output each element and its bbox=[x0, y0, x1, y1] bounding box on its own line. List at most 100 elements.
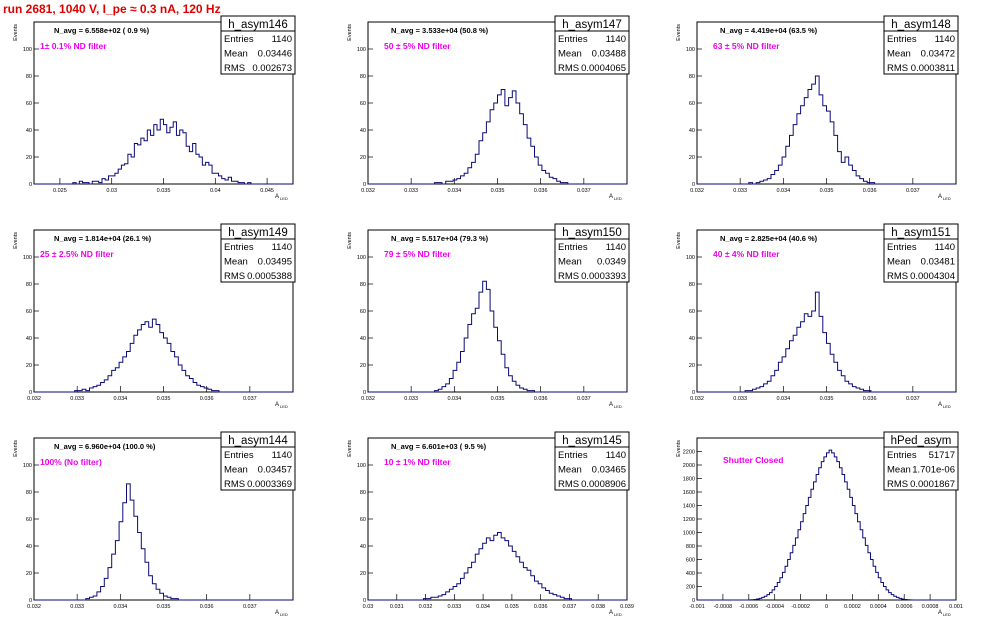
x-tick-label: 0.001 bbox=[949, 604, 963, 610]
histogram-series bbox=[368, 89, 627, 185]
y-tick-label: 40 bbox=[689, 336, 695, 342]
y-tick-label: 60 bbox=[26, 517, 32, 523]
stats-title: h_asym145 bbox=[562, 435, 621, 447]
y-tick-label: 40 bbox=[360, 544, 366, 550]
x-axis-label: A bbox=[938, 402, 942, 408]
x-tick-label: -0.0002 bbox=[791, 604, 810, 610]
x-tick-label: 0.034 bbox=[776, 396, 790, 402]
y-tick-label: 60 bbox=[360, 101, 366, 107]
stats-label: RMS bbox=[887, 271, 908, 282]
histogram-panel: 0 20 40 60 80 100 0.032 0.033 0.034 0.035 0.036 0.0… bbox=[676, 15, 959, 201]
stats-label: Mean bbox=[558, 257, 582, 268]
x-tick-label: 0.035 bbox=[157, 604, 171, 610]
histogram-panel: 0 20 40 60 80 100 0.032 0.033 0.034 0.035 0.036 0.0… bbox=[347, 15, 630, 201]
y-tick-label: 80 bbox=[689, 74, 695, 80]
x-tick-label: 0.03 bbox=[106, 188, 117, 194]
x-axis-label-sub: LED bbox=[943, 612, 951, 617]
y-tick-label: 1800 bbox=[683, 477, 695, 483]
stats-title: h_asym148 bbox=[891, 19, 950, 31]
x-tick-label: 0.033 bbox=[70, 396, 84, 402]
page-title: run 2681, 1040 V, I_pe ≈ 0.3 nA, 120 Hz bbox=[3, 2, 221, 16]
y-axis-label: Events bbox=[347, 24, 353, 41]
histogram-panel: 0 20 40 60 80 100 0.025 0.03 0.035 0.04 0.045 Event… bbox=[13, 15, 296, 201]
x-tick-label: 0.032 bbox=[690, 396, 704, 402]
x-tick-label: 0.034 bbox=[476, 604, 490, 610]
y-tick-label: 80 bbox=[360, 490, 366, 496]
x-axis-label-sub: LED bbox=[280, 612, 288, 617]
y-tick-label: 20 bbox=[689, 363, 695, 369]
stats-value: 0.0003393 bbox=[581, 271, 626, 282]
y-tick-label: 40 bbox=[26, 544, 32, 550]
stats-value: 0.03488 bbox=[592, 49, 626, 60]
x-tick-label: 0.036 bbox=[534, 396, 548, 402]
stats-title: h_asym150 bbox=[562, 227, 621, 239]
filter-annotation: 25 ± 2.5% ND filter bbox=[40, 249, 114, 259]
x-tick-label: 0.032 bbox=[361, 188, 375, 194]
x-axis-label-sub: LED bbox=[943, 196, 951, 201]
x-axis-label: A bbox=[938, 610, 942, 616]
histogram-series bbox=[368, 280, 627, 393]
stats-title: hPed_asym bbox=[891, 435, 952, 447]
x-axis-label-sub: LED bbox=[943, 404, 951, 409]
navg-label: N_avg = 6.960e+04 (100.0 %) bbox=[54, 442, 156, 451]
y-tick-label: 20 bbox=[26, 363, 32, 369]
y-tick-label: 60 bbox=[360, 517, 366, 523]
stats-label: Mean bbox=[224, 257, 248, 268]
y-tick-label: 100 bbox=[23, 255, 32, 261]
y-tick-label: 80 bbox=[360, 74, 366, 80]
y-tick-label: 20 bbox=[360, 155, 366, 161]
stats-box bbox=[220, 223, 296, 283]
x-axis-label: A bbox=[609, 402, 613, 408]
x-tick-label: 0.037 bbox=[563, 604, 577, 610]
y-tick-label: 60 bbox=[360, 309, 366, 315]
y-axis-label: Events bbox=[13, 440, 19, 457]
histogram-series bbox=[697, 75, 956, 185]
stats-value: 1140 bbox=[272, 450, 292, 461]
y-tick-label: 40 bbox=[26, 336, 32, 342]
x-tick-label: 0.031 bbox=[390, 604, 404, 610]
x-tick-label: 0.037 bbox=[243, 604, 257, 610]
x-tick-label: 0.035 bbox=[491, 188, 505, 194]
stats-label: Entries bbox=[887, 34, 917, 45]
x-tick-label: -0.0004 bbox=[765, 604, 784, 610]
stats-label: Entries bbox=[558, 242, 588, 253]
y-tick-label: 100 bbox=[357, 255, 366, 261]
histogram-panel: 0 20 40 60 80 100 0.032 0.033 0.034 0.035 0.036 0.0… bbox=[13, 223, 296, 409]
navg-label: N_avg = 3.533e+04 (50.8 %) bbox=[391, 26, 489, 35]
x-axis-label: A bbox=[938, 194, 942, 200]
y-tick-label: 20 bbox=[689, 155, 695, 161]
stats-value: 0.0008906 bbox=[581, 479, 626, 490]
navg-label: N_avg = 6.558e+02 ( 0.9 %) bbox=[54, 26, 150, 35]
y-tick-label: 1600 bbox=[683, 490, 695, 496]
stats-label: RMS bbox=[558, 479, 579, 490]
x-tick-label: 0.037 bbox=[577, 188, 591, 194]
y-axis-label: Events bbox=[676, 232, 682, 249]
x-tick-label: 0.037 bbox=[577, 396, 591, 402]
y-tick-label: 800 bbox=[686, 544, 695, 550]
y-tick-label: 0 bbox=[692, 390, 695, 396]
x-tick-label: 0.025 bbox=[53, 188, 67, 194]
histogram-panel: 0 20 40 60 80 100 0.032 0.033 0.034 0.035 0.036 0.0… bbox=[13, 431, 296, 617]
x-tick-label: 0.032 bbox=[27, 604, 41, 610]
stats-title: h_asym144 bbox=[228, 435, 288, 447]
x-axis-label: A bbox=[275, 402, 279, 408]
histogram-panel: 0 20 40 60 80 100 0.03 0.031 0.032 0.033 0.034 0.03… bbox=[347, 431, 634, 617]
histogram-panel: 0 200 400 600 800 1000 1200 1400 1600 1800 2000 220… bbox=[676, 431, 963, 617]
y-tick-label: 20 bbox=[26, 571, 32, 577]
y-tick-label: 40 bbox=[360, 336, 366, 342]
stats-label: RMS bbox=[224, 479, 245, 490]
x-tick-label: 0.035 bbox=[157, 188, 171, 194]
x-tick-label: 0.035 bbox=[157, 396, 171, 402]
x-tick-label: 0.039 bbox=[620, 604, 634, 610]
stats-value: 1.701e-06 bbox=[912, 465, 955, 476]
stats-value: 51717 bbox=[929, 450, 955, 461]
x-tick-label: 0.033 bbox=[70, 604, 84, 610]
stats-label: Entries bbox=[558, 450, 588, 461]
stats-box bbox=[554, 223, 630, 283]
navg-label: N_avg = 1.814e+04 (26.1 %) bbox=[54, 234, 152, 243]
stats-value: 0.0004065 bbox=[581, 63, 626, 74]
x-tick-label: 0.0008 bbox=[922, 604, 939, 610]
stats-value: 0.0003369 bbox=[247, 479, 292, 490]
y-tick-label: 1400 bbox=[683, 504, 695, 510]
histogram-series bbox=[34, 318, 293, 393]
